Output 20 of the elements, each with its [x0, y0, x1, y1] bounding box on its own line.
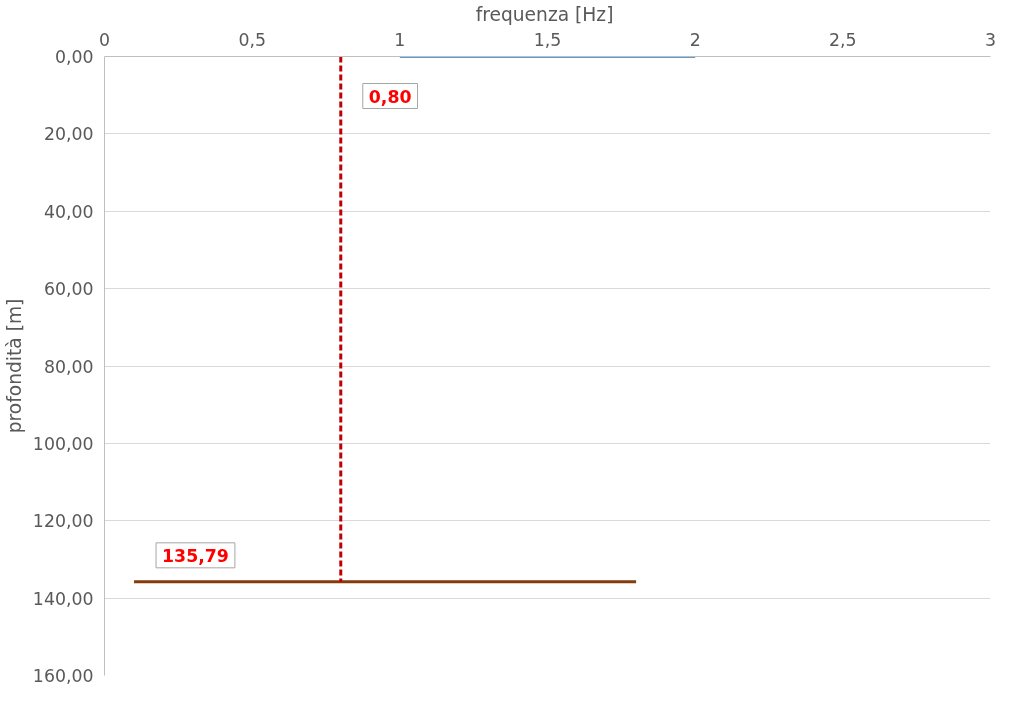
x-tick-label: 0 [98, 29, 111, 50]
annotation: 0,80 [368, 86, 412, 107]
y-tick-label: 0,00 [54, 47, 94, 67]
x-axis-title: frequenza [Hz] [475, 3, 614, 25]
y-tick-label: 160,00 [32, 666, 94, 686]
y-tick-label: 100,00 [32, 433, 94, 454]
x-tick-label: 2,5 [829, 29, 857, 50]
x-tick-label: 0,5 [238, 29, 266, 50]
y-tick-label: 120,00 [32, 511, 94, 532]
y-tick-label: 140,00 [32, 588, 94, 609]
y-tick-label: 60,00 [43, 279, 94, 300]
y-axis-title: profondità [m] [3, 298, 25, 434]
x-tick-label: 1 [394, 29, 406, 50]
x-tick-label: 2 [689, 29, 701, 50]
y-tick-label: 80,00 [43, 356, 94, 377]
x-tick-label: 3 [984, 29, 997, 50]
x-tick-label: 1,5 [533, 29, 562, 50]
annotation: 135,79 [162, 545, 229, 566]
y-tick-label: 40,00 [43, 201, 94, 222]
y-tick-label: 20,00 [43, 124, 94, 145]
